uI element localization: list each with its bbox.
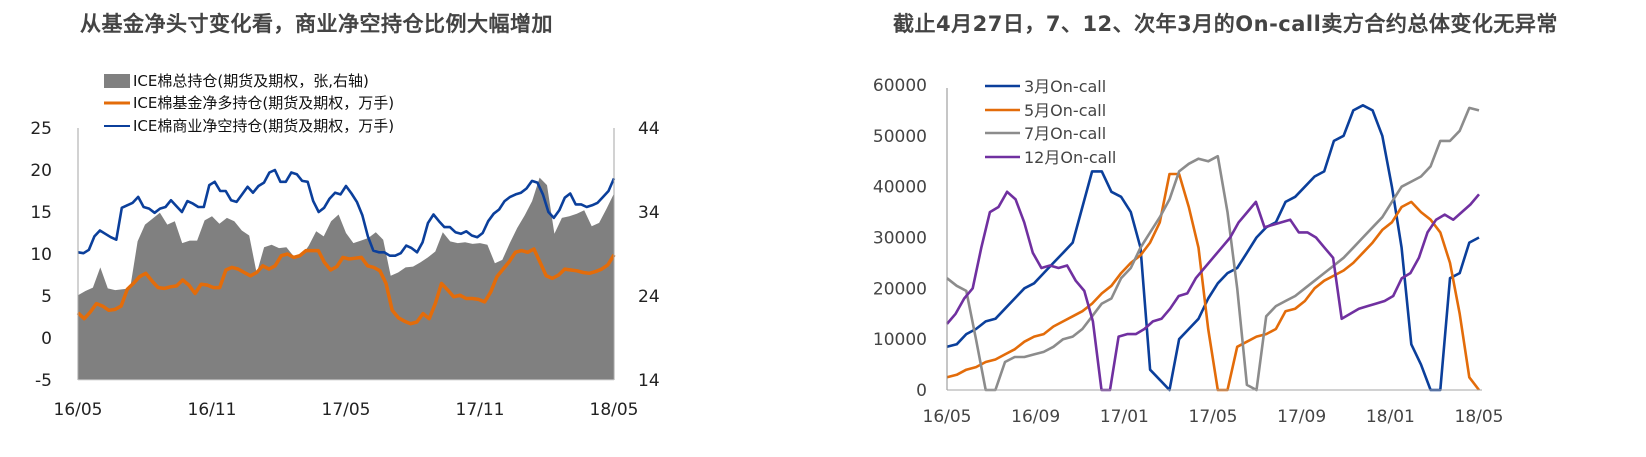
x-tick-label: 18/05 — [1455, 407, 1504, 427]
left-chart-title: 从基金净头寸变化看，商业净空持仓比例大幅增加 — [80, 12, 553, 36]
y-tick-label: 0 — [41, 329, 52, 349]
y-tick-label: 0 — [916, 381, 927, 401]
x-tick-label: 16/11 — [188, 400, 237, 420]
y-tick-label: 5 — [41, 287, 52, 307]
y-tick-label: 40000 — [873, 178, 927, 198]
x-tick-label: 17/01 — [1100, 407, 1149, 427]
line-may-oncall — [946, 172, 1481, 392]
y-tick-label: 20 — [30, 161, 52, 181]
total-open-interest-area — [78, 177, 614, 380]
y-tick-label: 10 — [30, 245, 52, 265]
legend-swatch-area — [104, 74, 130, 88]
right-y-ticks: 14 24 34 44 — [638, 119, 660, 391]
x-tick-label: 17/05 — [1189, 407, 1238, 427]
y2-tick-label: 24 — [638, 287, 660, 307]
y-tick-label: 60000 — [873, 76, 927, 96]
right-chart-x-ticks: 16/05 16/09 17/01 17/05 17/09 18/01 18/05 — [923, 407, 1504, 427]
x-tick-label: 16/05 — [54, 400, 103, 420]
y-tick-label: 50000 — [873, 127, 927, 147]
line-dec-oncall — [946, 190, 1480, 392]
left-chart: -5 0 5 10 15 20 25 14 24 34 44 16/05 16/11 17/05 17/… — [30, 72, 659, 420]
left-legend: ICE棉总持仓(期货及期权，张,右轴) ICE棉基金净多持仓(期货及期权，万手)… — [104, 72, 394, 135]
legend-label-commercial: ICE棉商业净空持仓(期货及期权，万手) — [133, 117, 394, 135]
x-tick-label: 18/05 — [590, 400, 639, 420]
right-chart-title: 截止4月27日，7、12、次年3月的On-call卖方合约总体变化无异常 — [893, 12, 1558, 36]
right-legend: 3月On-call 5月On-call 7月On-call 12月On-call — [985, 77, 1116, 167]
y2-tick-label: 44 — [638, 119, 660, 139]
x-tick-label: 18/01 — [1366, 407, 1415, 427]
y-tick-label: 30000 — [873, 229, 927, 249]
x-tick-label: 17/11 — [456, 400, 505, 420]
line-mar-oncall — [946, 104, 1480, 392]
x-tick-label: 16/09 — [1011, 407, 1060, 427]
fund-net-long-line — [76, 247, 616, 326]
legend-label-total: ICE棉总持仓(期货及期权，张,右轴) — [133, 72, 369, 90]
x-tick-label: 17/09 — [1277, 407, 1326, 427]
legend-label-jul: 7月On-call — [1024, 124, 1106, 143]
left-x-ticks: 16/05 16/11 17/05 17/11 18/05 — [54, 400, 639, 420]
line-jul-oncall — [946, 106, 1480, 392]
y2-tick-label: 34 — [638, 203, 660, 223]
oncall-lines — [946, 104, 1481, 392]
right-chart-y-ticks: 0 10000 20000 30000 40000 50000 60000 — [873, 76, 927, 401]
legend-label-dec: 12月On-call — [1024, 148, 1116, 167]
y-tick-label: 25 — [30, 119, 52, 139]
left-y-ticks: -5 0 5 10 15 20 25 — [30, 119, 52, 391]
legend-label-mar: 3月On-call — [1024, 77, 1106, 96]
y-tick-label: 10000 — [873, 330, 927, 350]
legend-label-fund: ICE棉基金净多持仓(期货及期权，万手) — [133, 94, 394, 112]
x-tick-label: 17/05 — [322, 400, 371, 420]
y2-tick-label: 14 — [638, 371, 660, 391]
y-tick-label: 20000 — [873, 279, 927, 299]
y-tick-label: 15 — [30, 203, 52, 223]
commercial-net-short-line — [77, 168, 616, 257]
legend-label-may: 5月On-call — [1024, 101, 1106, 120]
y-tick-label: -5 — [35, 371, 52, 391]
x-tick-label: 16/05 — [923, 407, 972, 427]
